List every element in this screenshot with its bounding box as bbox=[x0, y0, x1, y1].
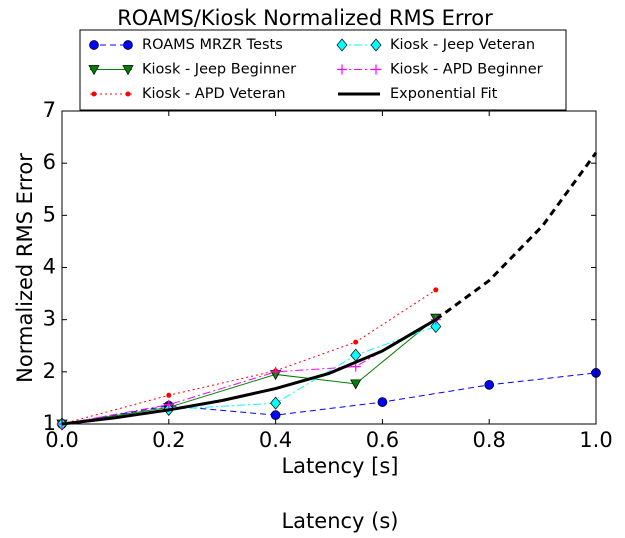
data-point bbox=[166, 392, 172, 398]
y-tick-label: 5 bbox=[43, 202, 56, 226]
data-point bbox=[377, 397, 388, 407]
legend-marker bbox=[125, 91, 131, 97]
data-point bbox=[484, 380, 495, 390]
x-tick-label: 0.2 bbox=[152, 428, 185, 452]
x-tick-label: 1.0 bbox=[579, 428, 612, 452]
series-line bbox=[61, 317, 437, 425]
data-point bbox=[430, 319, 442, 333]
data-point bbox=[353, 339, 359, 345]
legend-label: Kiosk - Jeep Beginner bbox=[142, 62, 296, 78]
y-tick-label: 6 bbox=[43, 150, 56, 174]
y-tick-label: 3 bbox=[43, 307, 56, 331]
series-line bbox=[61, 372, 597, 425]
y-tick-label: 4 bbox=[43, 255, 56, 279]
x-tick-label: 0.8 bbox=[472, 428, 505, 452]
secondary-x-axis-label: Latency (s) bbox=[281, 509, 398, 533]
legend-marker bbox=[337, 64, 347, 75]
legend-label: Kiosk - Jeep Veteran bbox=[390, 37, 535, 53]
data-point bbox=[350, 379, 362, 390]
y-tick-label: 1 bbox=[43, 411, 56, 435]
series-line bbox=[61, 325, 436, 425]
legend-marker bbox=[336, 38, 348, 52]
chart-title: ROAMS/Kiosk Normalized RMS Error bbox=[117, 6, 493, 30]
series-line bbox=[61, 319, 437, 425]
x-tick-label: 0.0 bbox=[45, 428, 78, 452]
y-tick-label: 7 bbox=[43, 98, 56, 122]
plot-frame bbox=[61, 110, 597, 425]
series-line bbox=[61, 318, 437, 426]
legend-label: Kiosk - APD Beginner bbox=[390, 62, 543, 78]
legend-marker bbox=[371, 64, 381, 75]
x-axis-label: Latency [s] bbox=[281, 454, 398, 478]
legend-label: Exponential Fit bbox=[390, 86, 498, 102]
data-point bbox=[270, 396, 282, 410]
legend-label: Kiosk - APD Veteran bbox=[142, 86, 286, 102]
legend-marker bbox=[91, 91, 97, 97]
legend-marker bbox=[122, 65, 134, 76]
legend-marker bbox=[370, 38, 382, 52]
x-tick-label: 0.6 bbox=[366, 428, 399, 452]
legend-marker bbox=[123, 40, 133, 50]
y-tick-label: 2 bbox=[43, 359, 56, 383]
legend-marker bbox=[89, 40, 99, 50]
x-tick-label: 0.4 bbox=[259, 428, 292, 452]
series-line bbox=[434, 151, 598, 321]
legend-marker bbox=[88, 65, 100, 76]
legend-box bbox=[79, 29, 567, 111]
data-point bbox=[270, 366, 281, 377]
legend-label: ROAMS MRZR Tests bbox=[142, 37, 283, 53]
data-point bbox=[433, 287, 439, 293]
data-point bbox=[163, 399, 174, 410]
y-axis-label: Normalized RMS Error bbox=[13, 153, 37, 383]
data-point bbox=[270, 410, 281, 420]
